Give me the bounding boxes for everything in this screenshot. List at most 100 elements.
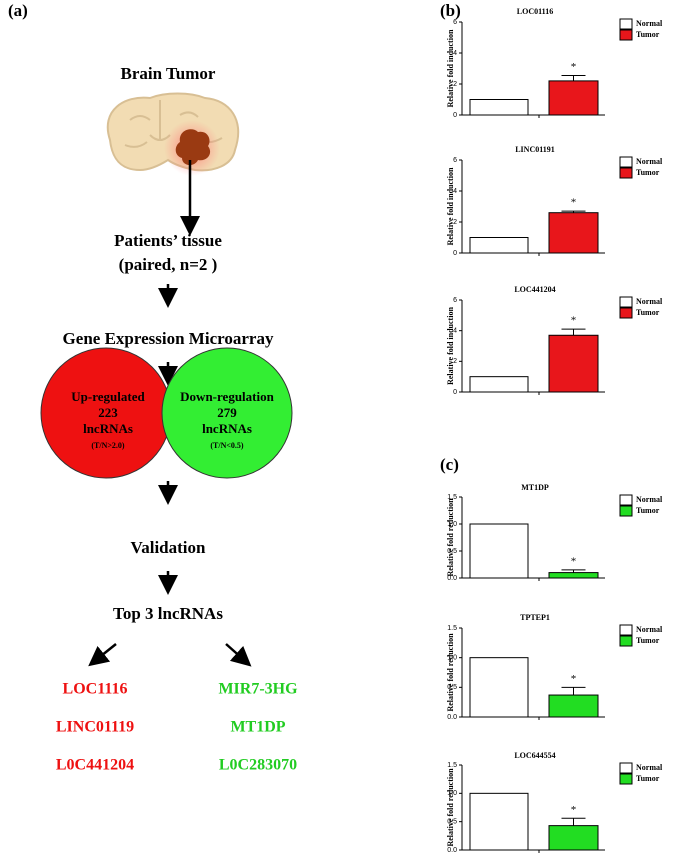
- legend-swatch: [619, 635, 633, 647]
- diagram-title: Brain Tumor: [121, 64, 216, 83]
- circle-text: lncRNAs: [83, 421, 133, 436]
- down-circle: [161, 347, 293, 479]
- gene-name: LOC1116: [63, 681, 128, 698]
- brain-image: [106, 92, 240, 176]
- legend-label: Normal: [636, 763, 663, 772]
- bar: [548, 212, 599, 254]
- legend-swatch: [619, 624, 633, 636]
- legend-label: Normal: [636, 19, 663, 28]
- bar: [469, 237, 529, 254]
- y-tick-label: 1.5: [447, 762, 457, 769]
- legend-swatch: [619, 307, 633, 319]
- legend-label: Normal: [636, 157, 663, 166]
- chart-title: LOC441204: [514, 285, 555, 294]
- y-tick-label: 4: [453, 328, 457, 335]
- bar: [469, 792, 529, 851]
- y-tick-label: 0: [453, 250, 457, 257]
- circle-text: 223: [98, 405, 118, 420]
- legend-label: Normal: [636, 495, 663, 504]
- circle-text: (T/N<0.5): [210, 441, 244, 450]
- y-axis-label: Relative fold induction: [446, 167, 455, 245]
- bar: [469, 523, 529, 579]
- y-axis-label: Relative fold reduction: [446, 633, 455, 712]
- annotation: *: [571, 804, 577, 816]
- y-tick-label: 0.0: [447, 847, 457, 854]
- annotation: *: [571, 197, 577, 209]
- legend-label: Tumor: [636, 168, 660, 177]
- legend-swatch: [619, 762, 633, 774]
- error-bar: [561, 328, 586, 336]
- bar: [469, 99, 529, 116]
- annotation: *: [571, 315, 577, 327]
- legend-label: Tumor: [636, 506, 660, 515]
- y-tick-label: 0.5: [447, 819, 457, 826]
- y-tick-label: 6: [453, 157, 457, 164]
- y-tick-label: 2: [453, 358, 457, 365]
- arrow: [88, 643, 117, 667]
- y-tick-label: 4: [453, 188, 457, 195]
- gene-name: MIR7-3HG: [218, 681, 298, 698]
- y-tick-label: 2: [453, 81, 457, 88]
- y-tick-label: 4: [453, 50, 457, 57]
- charts: LOC01116 Relative fold induction 0 2 4 6 Norma…: [446, 7, 663, 854]
- legend-swatch: [619, 494, 633, 506]
- y-tick-label: 6: [453, 297, 457, 304]
- y-tick-label: 1.5: [447, 625, 457, 632]
- error-bar: [561, 817, 586, 826]
- circle-text: (T/N>2.0): [91, 441, 125, 450]
- bar: [548, 825, 599, 851]
- chart-title: TPTEP1: [520, 613, 550, 622]
- y-tick-label: 6: [453, 19, 457, 26]
- annotation: *: [571, 673, 577, 685]
- annotation: *: [571, 555, 577, 567]
- legend-label: Tumor: [636, 308, 660, 317]
- error-bar: [561, 686, 586, 696]
- y-tick-label: 0: [453, 112, 457, 119]
- circle-text: 279: [217, 405, 237, 420]
- y-tick-label: 0.0: [447, 714, 457, 721]
- gene-name: LINC01119: [56, 719, 134, 736]
- step-label: Gene Expression Microarray: [63, 329, 274, 348]
- step-label: Patients’ tissue: [114, 231, 222, 250]
- circle-text: Up-regulated: [71, 389, 145, 404]
- legend-label: Tumor: [636, 636, 660, 645]
- y-tick-label: 1.5: [447, 494, 457, 501]
- bar: [548, 80, 599, 116]
- legend-swatch: [619, 156, 633, 168]
- gene-lists: LOC1116 LINC01119 L0C441204 MIR7-3HG MT1DP L0…: [56, 681, 298, 774]
- error-bar: [561, 74, 586, 81]
- bar: [548, 572, 599, 579]
- legend-swatch: [619, 167, 633, 179]
- y-tick-label: 1.0: [447, 790, 457, 797]
- annotation: *: [571, 61, 577, 73]
- y-tick-label: 0.5: [447, 548, 457, 555]
- legend-swatch: [619, 505, 633, 517]
- bar: [548, 694, 599, 718]
- legend-label: Normal: [636, 625, 663, 634]
- gene-name: MT1DP: [230, 719, 285, 736]
- y-axis-label: Relative fold induction: [446, 29, 455, 107]
- bar: [548, 334, 599, 393]
- y-tick-label: 1.0: [447, 521, 457, 528]
- y-tick-label: 2: [453, 219, 457, 226]
- y-axis-label: Relative fold reduction: [446, 768, 455, 847]
- y-axis-label: Relative fold reduction: [446, 498, 455, 577]
- chart-title: MT1DP: [521, 483, 549, 492]
- y-tick-label: 0.0: [447, 575, 457, 582]
- legend-swatch: [619, 296, 633, 308]
- panel-label: (a): [8, 1, 28, 20]
- y-tick-label: 0: [453, 389, 457, 396]
- chart-title: LINC01191: [515, 145, 555, 154]
- panel-label: (c): [440, 455, 459, 474]
- error-bar: [561, 569, 586, 573]
- bar: [469, 657, 529, 718]
- chart-title: LOC01116: [517, 7, 553, 16]
- circle-text: lncRNAs: [202, 421, 252, 436]
- legend-swatch: [619, 29, 633, 41]
- chart-title: LOC644554: [514, 751, 555, 760]
- legend-label: Tumor: [636, 774, 660, 783]
- y-tick-label: 0.5: [447, 684, 457, 691]
- arrow: [225, 643, 252, 667]
- legend-swatch: [619, 18, 633, 30]
